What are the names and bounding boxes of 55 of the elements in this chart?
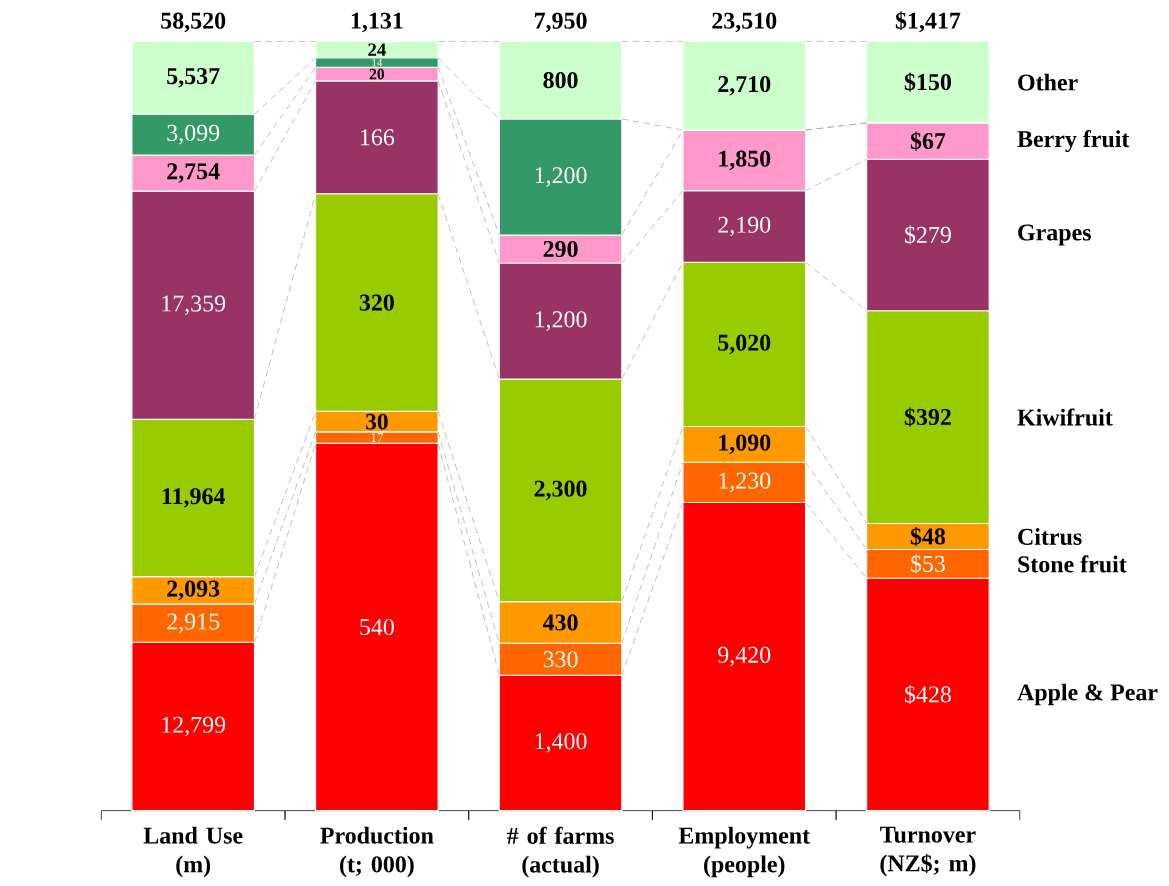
data-label: $67	[910, 131, 946, 151]
data-label: 1,200	[535, 167, 587, 187]
data-label: 1,200	[535, 311, 587, 331]
data-label: 3,099	[167, 124, 220, 145]
x-tick-label: Production (t; 000)	[320, 826, 434, 878]
data-label: 2,190	[718, 216, 771, 237]
data-label: $279	[905, 225, 951, 245]
total-label: $1,417	[895, 11, 961, 33]
series-label: Kiwifruit	[1017, 408, 1113, 426]
data-label: 330	[543, 651, 578, 668]
data-label: 1,400	[535, 733, 587, 753]
data-label: 540	[360, 618, 394, 635]
data-label: 5,537	[167, 67, 220, 88]
series-label: Stone fruit	[1018, 555, 1127, 573]
total-label: 1,131	[351, 12, 403, 33]
data-label: $48	[910, 526, 946, 546]
series-label: Citrus	[1018, 527, 1082, 545]
total-label: 23,510	[712, 12, 777, 33]
x-tick-label: Turnover (NZ$; m)	[880, 826, 976, 877]
x-tick-label: # of farms (actual)	[507, 826, 614, 878]
data-label: 5,020	[718, 334, 771, 355]
series-label: Grapes	[1018, 224, 1091, 246]
x-tick-label: Land Use (m)	[143, 826, 243, 878]
data-label: 800	[543, 71, 578, 89]
data-label: 320	[359, 294, 394, 311]
data-label: 1,850	[719, 150, 771, 171]
data-label: $53	[910, 554, 945, 574]
data-label: 1,090	[719, 434, 771, 455]
series-label: Berry fruit	[1017, 129, 1130, 152]
data-label: 2,754	[167, 163, 220, 183]
data-label: 2,093	[167, 580, 220, 601]
data-label: $392	[904, 407, 951, 427]
data-label: $150	[904, 72, 951, 92]
data-label: 11,964	[162, 488, 226, 508]
series-label: Other	[1018, 73, 1078, 91]
x-tick-label: Employment (people)	[678, 826, 810, 878]
data-label: 1,230	[719, 472, 771, 493]
total-label: 58,520	[161, 12, 226, 33]
data-label: 14	[372, 58, 383, 67]
data-label: 17,359	[162, 295, 226, 315]
data-label: 17	[371, 433, 384, 442]
data-label: 430	[542, 614, 578, 631]
total-label: 7,950	[534, 12, 587, 33]
data-label: 9,420	[718, 646, 771, 667]
data-label: 290	[543, 240, 578, 257]
data-label: 166	[361, 129, 395, 146]
data-label: 30	[366, 413, 388, 430]
data-label: 12,799	[162, 716, 226, 737]
series-label: Apple & Pear	[1017, 683, 1158, 706]
data-label: 2,710	[718, 75, 771, 96]
data-label: $428	[905, 684, 951, 704]
data-label: 2,300	[534, 480, 587, 501]
data-label: 20	[369, 68, 385, 80]
data-label: 2,915	[167, 613, 220, 633]
data-label: 24	[368, 43, 386, 56]
